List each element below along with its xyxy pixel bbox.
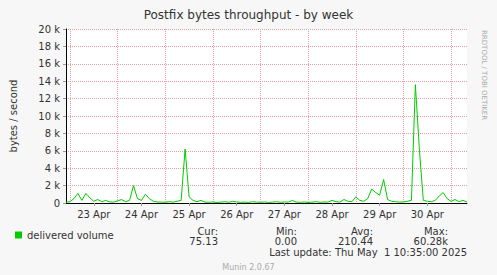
svg-text:60.28k: 60.28k xyxy=(414,236,449,247)
svg-text:Munin 2.0.67: Munin 2.0.67 xyxy=(222,263,274,272)
svg-text:4 k: 4 k xyxy=(45,163,61,174)
svg-text:30 Apr: 30 Apr xyxy=(411,209,445,220)
svg-text:75.13: 75.13 xyxy=(189,236,218,247)
svg-text:bytes / second: bytes / second xyxy=(8,80,19,153)
svg-text:18 k: 18 k xyxy=(38,41,60,52)
svg-text:8 k: 8 k xyxy=(45,128,61,139)
svg-text:14 k: 14 k xyxy=(38,76,60,87)
svg-text:0.00: 0.00 xyxy=(275,236,297,247)
svg-text:10 k: 10 k xyxy=(38,111,60,122)
svg-text:16 k: 16 k xyxy=(38,58,60,69)
svg-text:23 Apr: 23 Apr xyxy=(77,209,111,220)
svg-text:12 k: 12 k xyxy=(38,93,60,104)
svg-text:25 Apr: 25 Apr xyxy=(172,209,206,220)
svg-text:Last update: Thu May 1 10:35:: Last update: Thu May 1 10:35:00 2025 xyxy=(269,247,467,258)
svg-text:0: 0 xyxy=(54,198,60,209)
svg-text:Avg:: Avg: xyxy=(351,225,373,237)
svg-text:delivered volume: delivered volume xyxy=(27,230,114,241)
svg-text:Postfix bytes throughput - by: Postfix bytes throughput - by week xyxy=(144,8,354,22)
svg-text:28 Apr: 28 Apr xyxy=(315,209,349,220)
svg-text:Max:: Max: xyxy=(424,225,448,237)
svg-text:210.44: 210.44 xyxy=(338,236,373,247)
svg-text:Cur:: Cur: xyxy=(197,225,218,237)
svg-text:24 Apr: 24 Apr xyxy=(125,209,159,220)
svg-text:29 Apr: 29 Apr xyxy=(363,209,397,220)
svg-text:2 k: 2 k xyxy=(45,180,61,191)
svg-text:6 k: 6 k xyxy=(45,145,61,156)
svg-text:Min:: Min: xyxy=(275,225,297,237)
svg-text:26 Apr: 26 Apr xyxy=(220,209,254,220)
svg-text:27 Apr: 27 Apr xyxy=(268,209,302,220)
svg-text:20 k: 20 k xyxy=(38,24,60,35)
svg-text:RRDTOOL / TOBI OETIKER: RRDTOOL / TOBI OETIKER xyxy=(480,30,488,120)
